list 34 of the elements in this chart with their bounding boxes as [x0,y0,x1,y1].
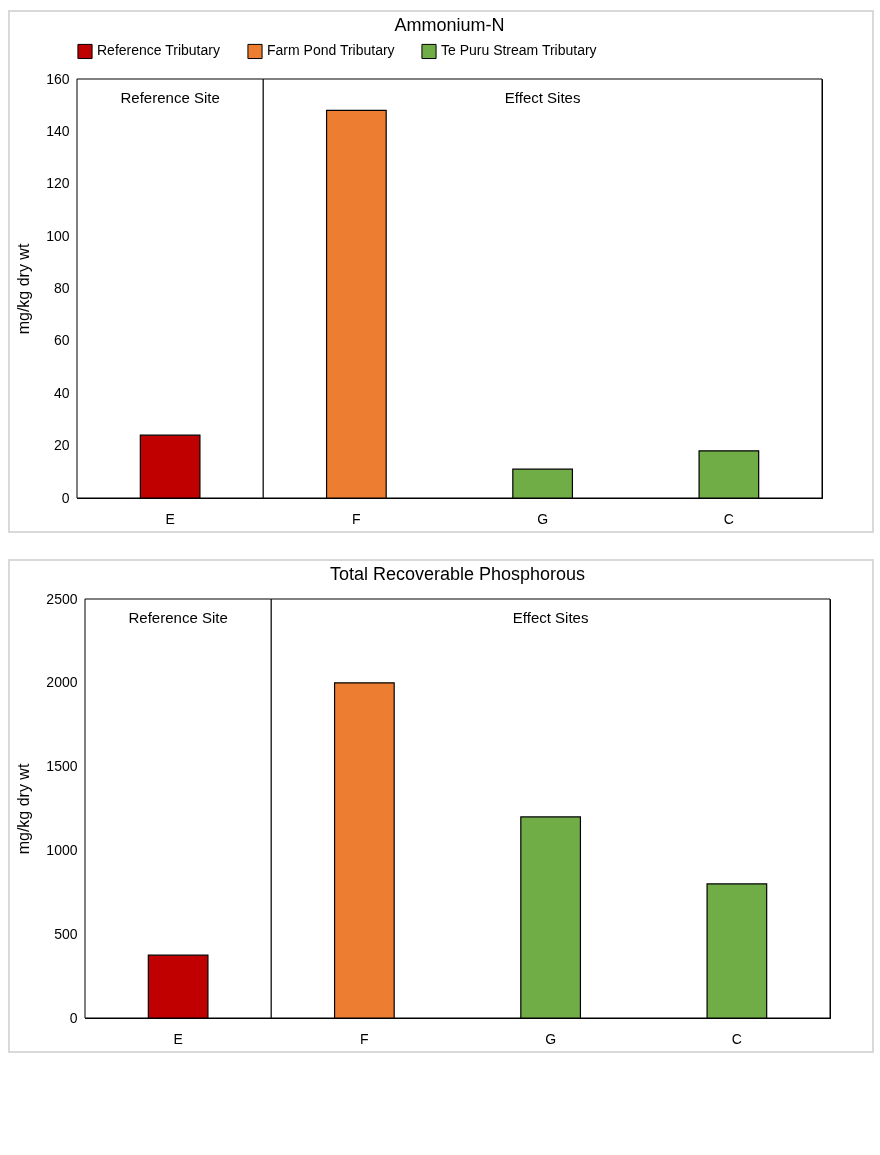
y-tick-label: 140 [46,122,70,139]
chart-title: Ammonium-N [394,15,505,35]
y-axis-title: mg/kg dry wt [15,763,33,855]
y-tick-label: 1500 [46,758,78,775]
band-label: Reference Site [128,609,228,626]
y-tick-label: 500 [54,925,78,942]
x-tick-label: F [360,1030,369,1047]
x-tick-label: G [537,510,549,527]
y-tick-label: 0 [61,489,70,506]
x-tick-label: C [731,1030,742,1047]
band-label: Effect Sites [512,609,589,626]
band-label: Effect Sites [504,89,581,106]
legend-label: Te Puru Stream Tributary [441,42,597,59]
x-tick-label: C [723,510,734,527]
y-tick-label: 80 [53,280,70,296]
y-tick-label: 1000 [46,841,78,858]
y-tick-label: 20 [53,437,70,454]
y-tick-label: 2000 [46,674,78,691]
band-label: Reference Site [120,89,220,106]
legend-label: Reference Tributary [97,42,220,59]
y-tick-label: 120 [46,175,70,192]
legend-label: Farm Pond Tributary [267,42,395,59]
x-tick-label: E [165,510,175,527]
y-tick-label: 2500 [46,590,78,607]
y-tick-label: 40 [53,384,70,401]
y-tick-label: 160 [46,70,70,87]
y-axis-title: mg/kg dry wt [15,243,33,335]
x-tick-label: G [545,1030,557,1047]
x-tick-label: E [173,1030,183,1047]
y-tick-label: 60 [53,332,70,349]
x-tick-label: F [352,510,361,527]
y-tick-label: 0 [69,1009,78,1026]
y-tick-label: 100 [46,227,70,244]
chart-title: Total Recoverable Phosphorous [329,564,586,584]
